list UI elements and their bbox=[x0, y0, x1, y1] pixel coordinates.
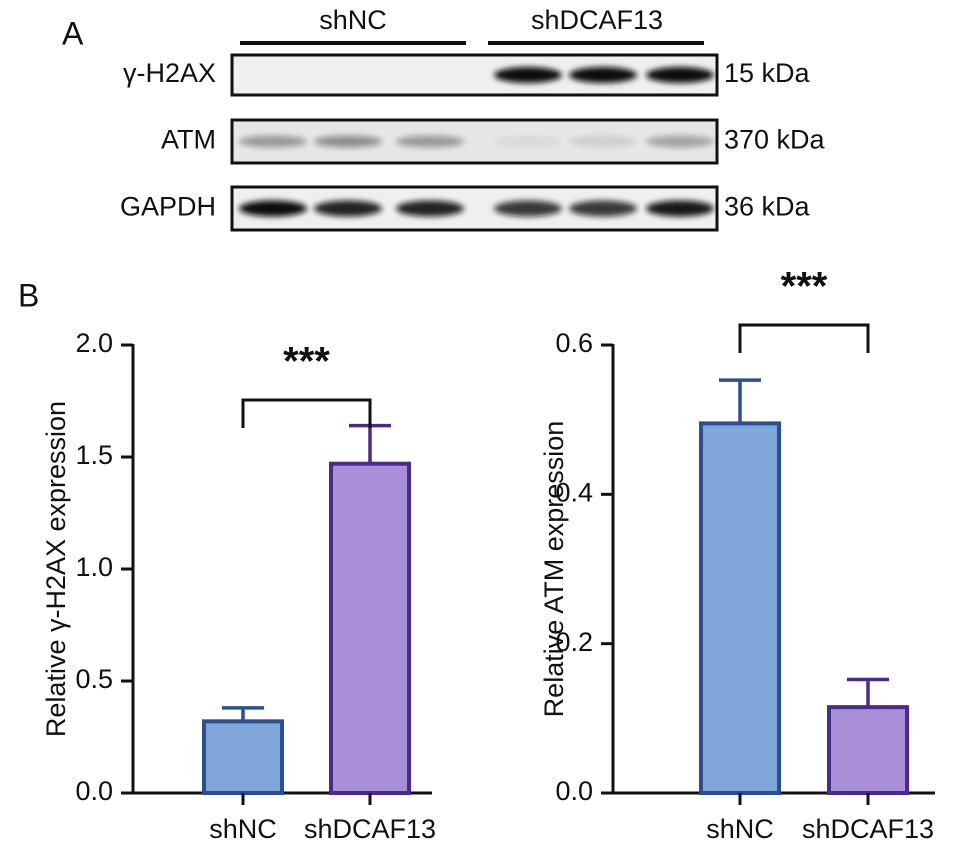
y-tick-label: 1.0 bbox=[75, 552, 113, 582]
significance-label: *** bbox=[781, 265, 828, 309]
band bbox=[646, 135, 714, 148]
significance-bracket bbox=[738, 323, 870, 353]
error-bar bbox=[222, 706, 264, 722]
band bbox=[646, 67, 714, 83]
size-label: 15 kDa bbox=[724, 58, 811, 88]
y-tick-label: 1.5 bbox=[75, 440, 113, 470]
y-tick-label: 0.2 bbox=[555, 627, 593, 657]
y-tick-label: 0.4 bbox=[555, 477, 593, 507]
band bbox=[494, 67, 562, 83]
band bbox=[646, 200, 714, 217]
band bbox=[494, 200, 562, 217]
band bbox=[494, 135, 562, 148]
band bbox=[396, 200, 464, 217]
protein-label: γ-H2AX bbox=[123, 58, 216, 88]
blot bbox=[230, 53, 719, 232]
y-tick-label: 0.0 bbox=[555, 776, 593, 806]
bar bbox=[699, 421, 781, 795]
error-bar bbox=[349, 423, 391, 464]
y-axis-label: Relative ATM expression bbox=[539, 421, 569, 718]
bar bbox=[329, 461, 411, 795]
band bbox=[569, 135, 637, 148]
significance-label: *** bbox=[283, 340, 330, 384]
x-tick-label: shNC bbox=[706, 814, 774, 844]
y-tick-label: 0.0 bbox=[75, 776, 113, 806]
y-tick-label: 2.0 bbox=[75, 328, 113, 358]
band bbox=[314, 135, 382, 148]
blot-frame bbox=[230, 53, 719, 97]
band bbox=[239, 200, 307, 217]
protein-label: GAPDH bbox=[120, 192, 216, 222]
protein-label: ATM bbox=[161, 125, 216, 155]
group-label: shNC bbox=[319, 5, 387, 35]
y-axis-label: Relative γ-H2AX expression bbox=[41, 401, 71, 737]
error-bar bbox=[719, 378, 761, 424]
panel-label: A bbox=[62, 15, 84, 51]
band bbox=[239, 135, 307, 148]
band bbox=[314, 200, 382, 217]
y-tick-label: 0.6 bbox=[555, 328, 593, 358]
bar bbox=[827, 705, 909, 796]
bar bbox=[202, 719, 284, 796]
size-label: 370 kDa bbox=[724, 125, 826, 155]
band bbox=[569, 200, 637, 217]
x-tick-label: shNC bbox=[209, 814, 277, 844]
band bbox=[569, 67, 637, 83]
panel-label: B bbox=[18, 277, 39, 313]
y-tick-label: 0.5 bbox=[75, 664, 113, 694]
x-tick-label: shDCAF13 bbox=[802, 814, 934, 844]
size-label: 36 kDa bbox=[724, 192, 811, 222]
x-tick-label: shDCAF13 bbox=[304, 814, 436, 844]
error-bar bbox=[847, 677, 889, 708]
significance-bracket bbox=[241, 398, 372, 428]
group-label: shDCAF13 bbox=[531, 5, 663, 35]
band bbox=[396, 135, 464, 148]
